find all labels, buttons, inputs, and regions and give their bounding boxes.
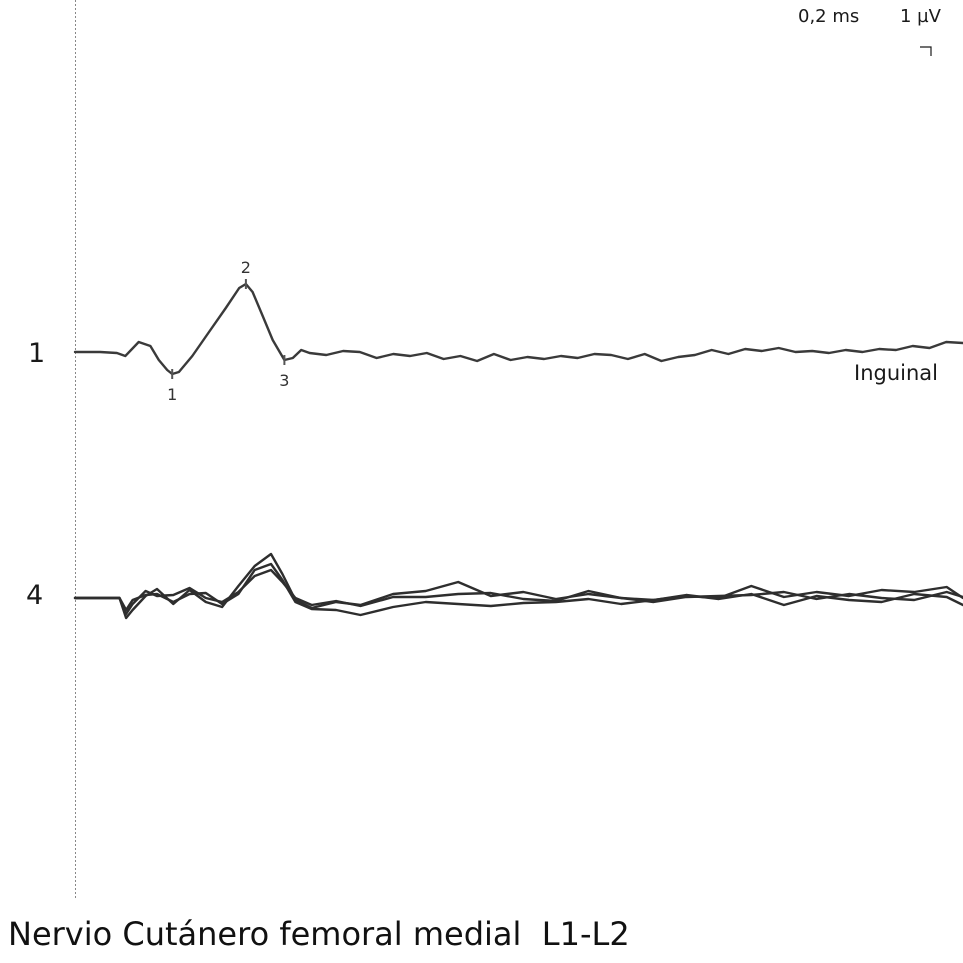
amplitude-scale-label: 1 µV <box>900 6 941 27</box>
waveform-trace-1-1 <box>73 282 963 376</box>
waveform-trace-4-1 <box>73 552 963 620</box>
trace-row-label-1: 1 <box>28 338 46 369</box>
waveform-trace-4-3 <box>73 562 963 617</box>
trace-row-label-4: 4 <box>26 580 44 611</box>
traces-layer: 1 2 3 <box>73 258 963 620</box>
time-scale-label: 0,2 ms <box>798 6 860 27</box>
peak-marker-label-1: 1 <box>167 385 177 404</box>
stimulation-site-label: Inguinal <box>854 361 938 385</box>
peak-marker-label-2: 2 <box>241 258 251 277</box>
scale-bar-marker <box>920 46 932 56</box>
nerve-title: Nervio Cutánero femoral medial L1-L2 <box>8 915 630 953</box>
peak-marker-label-3: 3 <box>279 371 289 390</box>
